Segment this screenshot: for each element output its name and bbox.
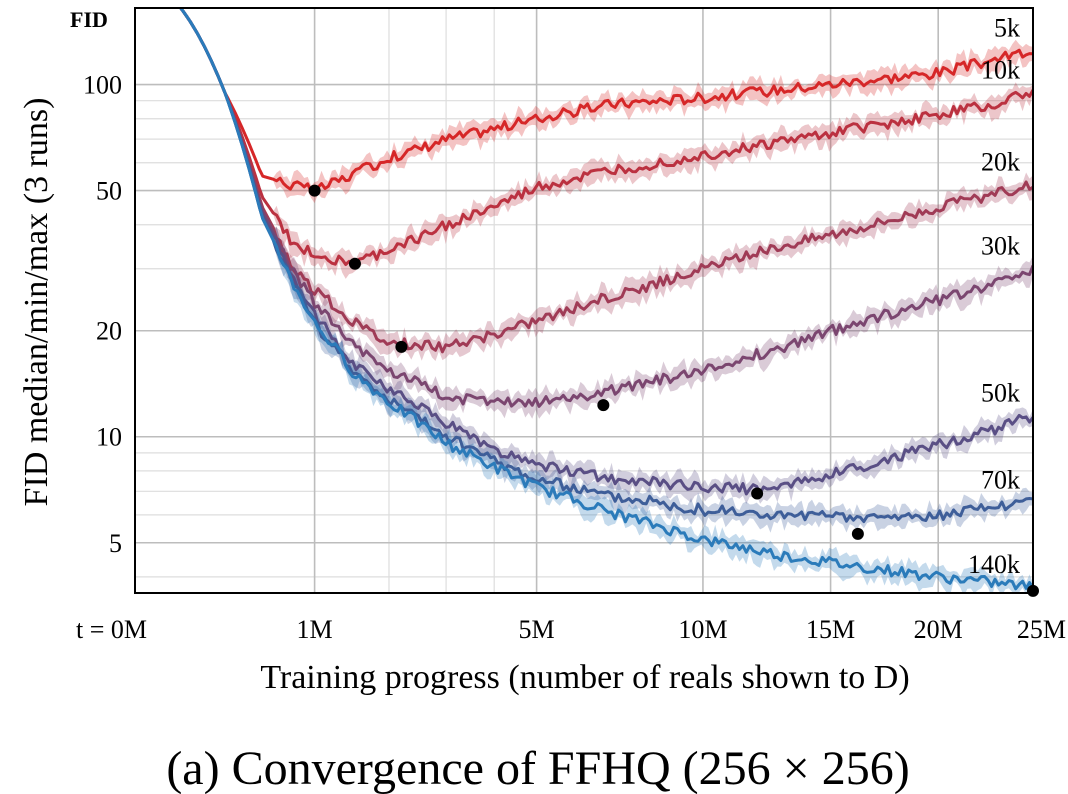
x-tick-label: t = 0M: [76, 615, 147, 644]
series-label-10k: 10k: [981, 55, 1020, 84]
line-50k: [178, 8, 1033, 496]
series-label-70k: 70k: [981, 466, 1020, 495]
min-marker-70k: [851, 527, 864, 540]
band-20k: [179, 8, 1033, 361]
y-axis-title: FID median/min/max (3 runs): [18, 98, 55, 507]
x-tick-label: 5M: [519, 615, 555, 644]
series-label-50k: 50k: [981, 378, 1020, 407]
y-tick-label: 20: [96, 317, 122, 346]
min-marker-5k: [308, 184, 321, 197]
line-5k: [178, 8, 1033, 194]
x-axis-title: Training progress (number of reals shown…: [260, 659, 909, 696]
plot-frame: [134, 7, 1034, 594]
x-tick-label: 15M: [806, 615, 855, 644]
x-tick-label: 20M: [914, 615, 963, 644]
y-tick-label: 5: [109, 529, 122, 558]
fid-corner-label: FID: [70, 7, 108, 32]
y-tick-labels: 5 10 20 50 100: [83, 71, 122, 558]
min-marker-50k: [751, 487, 764, 500]
min-marker-20k: [395, 340, 408, 353]
series-label-5k: 5k: [994, 13, 1020, 42]
x-tick-label: 1M: [297, 615, 333, 644]
x-tick-labels: t = 0M 1M 5M 10M 15M 20M 25M: [76, 615, 1066, 644]
grid: [134, 8, 1034, 593]
y-tick-label: 50: [96, 177, 122, 206]
min-marker-30k: [597, 399, 610, 412]
series-label-30k: 30k: [981, 232, 1020, 261]
band-50k: [179, 8, 1033, 504]
figure-caption: (a) Convergence of FFHQ (256 × 256): [166, 742, 909, 794]
line-30k: [178, 8, 1033, 408]
series-label-140k: 140k: [968, 550, 1020, 579]
line-10k: [178, 8, 1033, 266]
x-tick-label: 10M: [678, 615, 727, 644]
y-tick-label: 10: [96, 423, 122, 452]
x-tick-label: 25M: [1017, 615, 1066, 644]
min-marker-10k: [348, 257, 361, 270]
series-label-20k: 20k: [981, 148, 1020, 177]
line-140k: [178, 8, 1033, 591]
y-tick-label: 100: [83, 71, 122, 100]
series-lines: [178, 8, 1033, 591]
series-labels: 5k 10k 20k 30k 50k 70k 140k: [968, 13, 1020, 578]
